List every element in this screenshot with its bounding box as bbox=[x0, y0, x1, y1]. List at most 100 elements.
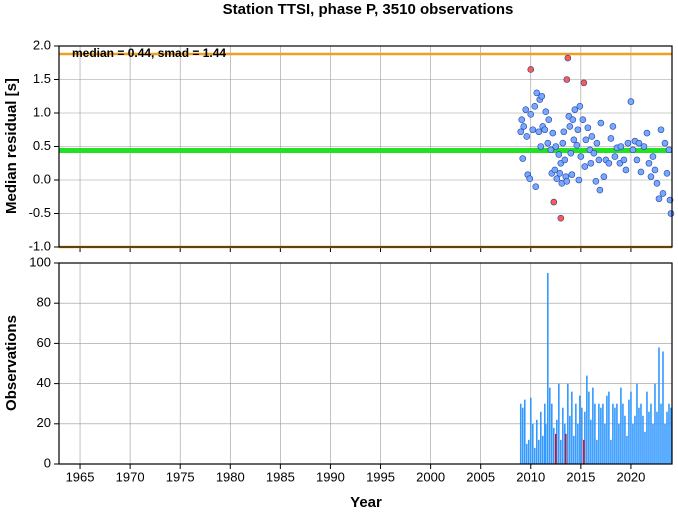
point bbox=[519, 155, 527, 162]
bar bbox=[544, 423, 547, 464]
bar bbox=[551, 403, 553, 464]
point bbox=[596, 186, 604, 194]
bar bbox=[666, 411, 668, 464]
point bbox=[647, 173, 655, 180]
point bbox=[569, 116, 577, 123]
y-tick-label: 1.0 bbox=[33, 104, 51, 119]
bar bbox=[648, 411, 650, 464]
point bbox=[622, 166, 630, 174]
bar bbox=[592, 387, 594, 464]
point bbox=[549, 129, 557, 137]
x-tick-label: 2020 bbox=[616, 469, 645, 484]
point bbox=[552, 143, 560, 150]
point bbox=[635, 139, 643, 147]
bar bbox=[606, 395, 608, 464]
point bbox=[563, 178, 571, 185]
bar bbox=[525, 443, 528, 464]
point bbox=[517, 128, 525, 136]
bar bbox=[610, 439, 612, 464]
point bbox=[593, 139, 601, 147]
y-tick-label: 80 bbox=[37, 295, 51, 310]
point bbox=[555, 151, 563, 158]
point bbox=[544, 139, 552, 147]
point bbox=[523, 133, 531, 140]
bar bbox=[600, 407, 602, 464]
point bbox=[529, 126, 537, 134]
bar bbox=[622, 403, 624, 464]
bar bbox=[546, 273, 549, 464]
point bbox=[574, 126, 582, 134]
point bbox=[561, 156, 569, 164]
point bbox=[557, 214, 565, 222]
bar bbox=[521, 407, 524, 464]
point bbox=[640, 143, 648, 150]
point bbox=[545, 116, 553, 123]
point bbox=[624, 139, 632, 147]
point bbox=[575, 176, 583, 184]
y-tick-label: 0.0 bbox=[33, 171, 51, 186]
point bbox=[645, 159, 653, 167]
point bbox=[581, 163, 589, 170]
point bbox=[637, 168, 645, 176]
bar bbox=[634, 415, 636, 464]
bar bbox=[614, 407, 616, 464]
point bbox=[663, 170, 671, 177]
bar bbox=[564, 423, 566, 464]
plot-frame bbox=[58, 45, 673, 248]
y-tick-label: 20 bbox=[37, 415, 51, 430]
bar bbox=[628, 399, 630, 464]
point bbox=[518, 116, 526, 123]
point bbox=[553, 175, 561, 182]
bar bbox=[535, 419, 538, 464]
point bbox=[597, 119, 605, 127]
point bbox=[556, 170, 564, 177]
x-tick-label: 1970 bbox=[116, 469, 145, 484]
point bbox=[520, 123, 528, 130]
point bbox=[580, 79, 588, 87]
y-tick-label: 2.0 bbox=[33, 37, 51, 52]
point bbox=[567, 149, 575, 157]
point bbox=[629, 146, 637, 154]
bar bbox=[646, 391, 648, 464]
bar bbox=[644, 431, 646, 464]
point bbox=[659, 190, 667, 197]
bar bbox=[581, 407, 583, 464]
y-tick-label: -1.0 bbox=[29, 238, 51, 253]
bar bbox=[590, 419, 592, 464]
x-tick-label: 2000 bbox=[416, 469, 445, 484]
bar bbox=[583, 439, 585, 464]
bar bbox=[539, 411, 542, 464]
point bbox=[643, 129, 651, 137]
x-tick-label: 1975 bbox=[166, 469, 195, 484]
point bbox=[590, 149, 598, 157]
bar bbox=[656, 411, 658, 464]
point bbox=[611, 153, 619, 160]
plot-frame bbox=[58, 262, 673, 465]
point bbox=[587, 159, 595, 167]
point bbox=[633, 156, 641, 164]
point bbox=[568, 171, 576, 178]
bar bbox=[608, 391, 610, 464]
x-tick-label: 1985 bbox=[266, 469, 295, 484]
point bbox=[649, 153, 657, 160]
x-tick-label: 1990 bbox=[316, 469, 345, 484]
point bbox=[592, 178, 600, 185]
point bbox=[551, 166, 559, 174]
bar bbox=[586, 375, 588, 464]
bar bbox=[596, 439, 598, 464]
x-tick-label: 2015 bbox=[566, 469, 595, 484]
bar bbox=[556, 419, 558, 464]
bar bbox=[562, 407, 564, 464]
bar bbox=[664, 423, 666, 464]
bar bbox=[652, 423, 654, 464]
x-tick-label: 2005 bbox=[466, 469, 495, 484]
point bbox=[620, 156, 628, 164]
point bbox=[559, 139, 567, 147]
bar bbox=[612, 403, 614, 464]
bar bbox=[523, 399, 526, 464]
point bbox=[576, 103, 584, 110]
bar bbox=[555, 433, 557, 464]
bar bbox=[519, 403, 522, 464]
bar bbox=[616, 403, 618, 464]
point bbox=[657, 126, 665, 134]
